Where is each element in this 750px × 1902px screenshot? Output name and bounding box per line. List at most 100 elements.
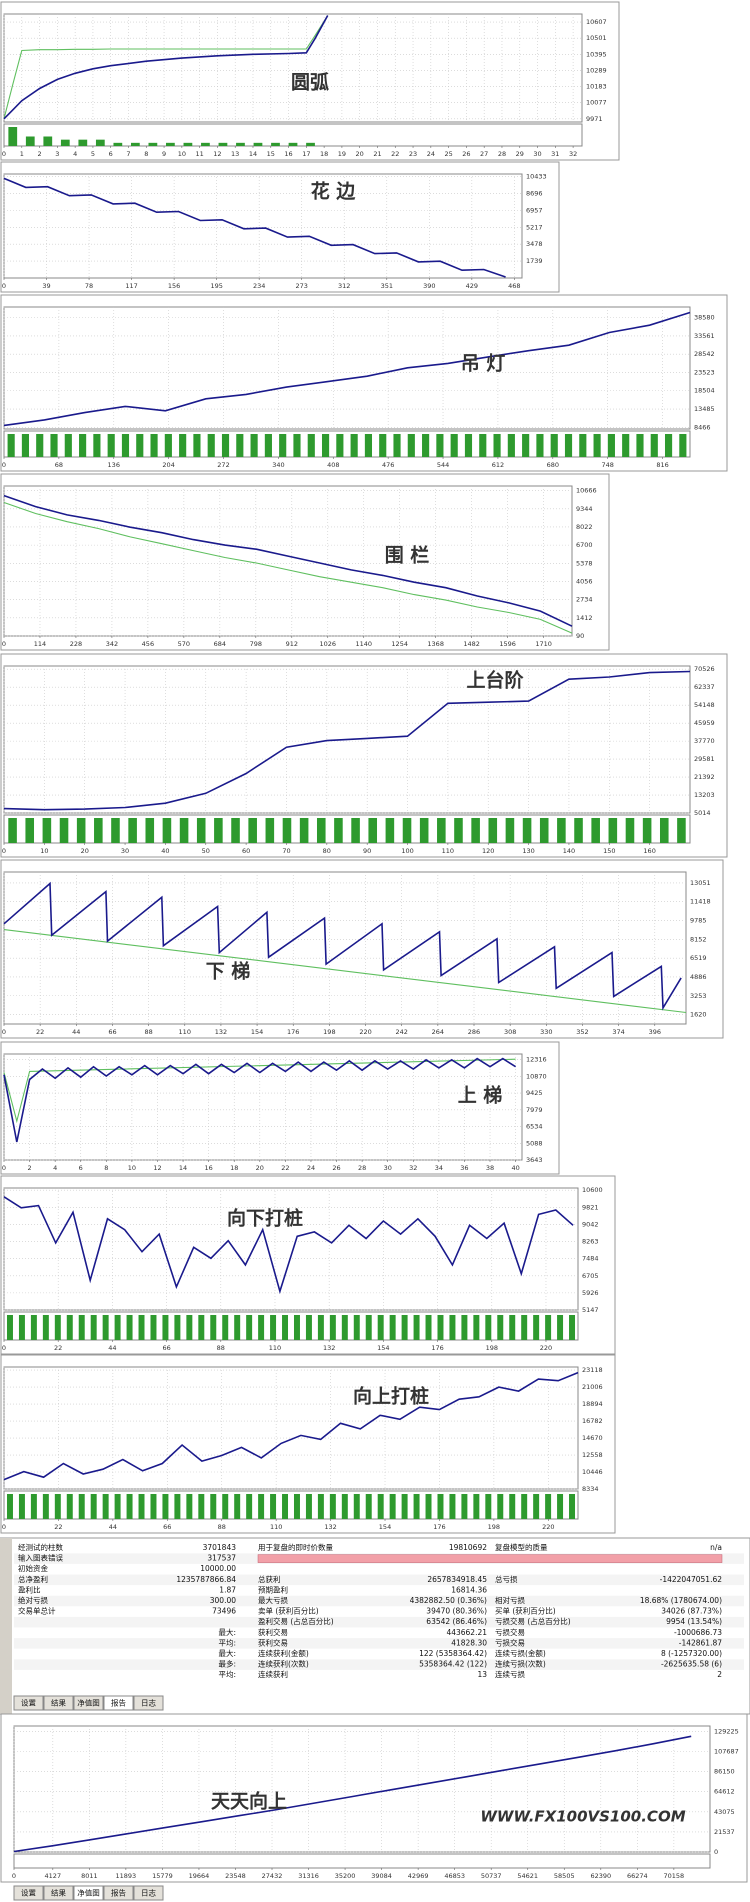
x-tick-label: 30 <box>533 150 541 158</box>
volume-bar <box>393 434 401 457</box>
tab[interactable] <box>43 1695 74 1711</box>
tab-label[interactable]: 报告 <box>111 1888 126 1898</box>
volume-bar <box>128 818 137 843</box>
tab-label[interactable]: 日志 <box>141 1698 156 1708</box>
x-tick-label: 140 <box>563 847 575 855</box>
volume-bar <box>473 1315 480 1340</box>
volume-bar <box>50 434 58 457</box>
x-tick-label: 50737 <box>481 1872 502 1880</box>
volume-bar <box>162 1315 169 1340</box>
volume-bar <box>179 818 189 843</box>
volume-bar <box>42 1494 49 1519</box>
row-label: 亏损交易 (占总百分比) <box>495 1616 571 1626</box>
y-tick-label: 8152 <box>690 935 707 943</box>
volume-bar <box>365 1315 372 1340</box>
tab-label[interactable]: 结果 <box>51 1888 66 1898</box>
y-tick-label: 38580 <box>694 314 715 322</box>
plot-area <box>3 306 691 430</box>
row-value: -1000686.73 <box>674 1628 722 1637</box>
x-tick-label: 8011 <box>81 1872 98 1880</box>
row-value: 19810692 <box>449 1543 487 1552</box>
x-tick-label: 62390 <box>590 1872 611 1880</box>
tab[interactable] <box>13 1695 44 1711</box>
x-tick-label: 22 <box>54 1523 62 1531</box>
tab-label[interactable]: 净值图 <box>77 1888 100 1898</box>
row-label: 连续亏损(次数) <box>495 1659 546 1669</box>
x-tick-label: 80 <box>323 847 331 855</box>
volume-bar <box>636 434 644 457</box>
x-tick-label: 15 <box>267 150 275 158</box>
x-tick-label: 12 <box>213 150 221 158</box>
volume-bar <box>341 1315 348 1340</box>
x-tick-label: 5 <box>91 150 95 158</box>
volume-area <box>3 1311 579 1341</box>
tab-label[interactable]: 报告 <box>111 1698 126 1708</box>
tab[interactable] <box>43 1885 74 1901</box>
volume-bar <box>364 434 373 457</box>
volume-bar <box>545 1494 552 1519</box>
tab[interactable] <box>133 1885 164 1901</box>
y-tick-label: 10600 <box>582 1186 603 1194</box>
volume-bar <box>258 1315 265 1340</box>
tab[interactable] <box>73 1695 104 1711</box>
x-tick-label: 110 <box>179 1028 191 1036</box>
volume-bar <box>246 1494 253 1519</box>
tab[interactable] <box>13 1885 44 1901</box>
tab[interactable] <box>73 1885 104 1901</box>
tab[interactable] <box>103 1695 134 1711</box>
y-tick-label: 18504 <box>694 387 715 395</box>
y-tick-label: 6957 <box>526 206 543 214</box>
volume-bar <box>471 818 480 843</box>
x-tick-label: 4127 <box>45 1872 62 1880</box>
equity-line <box>3 1371 579 1481</box>
x-tick-label: 66 <box>108 1028 116 1036</box>
y-tick-label: 9042 <box>582 1220 599 1228</box>
tab-label[interactable]: 日志 <box>141 1888 156 1898</box>
x-tick-label: 0 <box>2 461 6 469</box>
row-label: 复盘模型的质量 <box>495 1542 548 1552</box>
x-tick-label: 912 <box>286 640 298 648</box>
tab-label[interactable]: 结果 <box>51 1698 66 1708</box>
row-label: 盈利比 <box>18 1584 41 1594</box>
volume-bar <box>64 434 72 457</box>
volume-bar <box>557 1494 564 1519</box>
volume-bar <box>138 1315 145 1340</box>
row-label: 输入图表错误 <box>18 1553 63 1563</box>
x-tick-label: 11 <box>195 150 203 158</box>
y-tick-label: 2734 <box>576 596 593 604</box>
y-tick-label: 9425 <box>526 1089 543 1097</box>
x-tick-label: 66274 <box>627 1872 648 1880</box>
volume-bar <box>365 1494 372 1519</box>
x-tick-label: 40 <box>161 847 169 855</box>
volume-bar <box>436 434 444 457</box>
volume-bar <box>126 1494 133 1519</box>
y-tick-label: 107687 <box>714 1747 739 1755</box>
tab[interactable] <box>103 1885 134 1901</box>
y-tick-label: 3643 <box>526 1156 543 1164</box>
volume-bar <box>79 434 87 457</box>
volume-bar <box>437 1315 444 1340</box>
x-tick-label: 272 <box>217 461 229 469</box>
x-tick-label: 286 <box>468 1028 480 1036</box>
tab-label[interactable]: 净值图 <box>77 1698 100 1708</box>
volume-bar <box>350 434 358 457</box>
tab-label[interactable]: 设置 <box>21 1698 36 1708</box>
volume-bar <box>377 1494 384 1519</box>
equity-line <box>3 494 573 627</box>
x-tick-label: 684 <box>214 640 226 648</box>
y-tick-label: 5926 <box>582 1289 599 1297</box>
volume-bar <box>591 818 600 843</box>
row-value: 8 (-1257320.00) <box>661 1649 722 1658</box>
volume-bar <box>30 1494 37 1519</box>
tab[interactable] <box>133 1695 164 1711</box>
x-tick-label: 17 <box>302 150 310 158</box>
x-tick-label: 25 <box>444 150 452 158</box>
row-band <box>14 1659 744 1670</box>
row-band <box>14 1638 744 1649</box>
x-tick-label: 176 <box>287 1028 299 1036</box>
tab-label[interactable]: 设置 <box>21 1888 36 1898</box>
volume-bar <box>78 1494 85 1519</box>
x-tick-label: 10 <box>40 847 48 855</box>
x-tick-label: 160 <box>643 847 655 855</box>
